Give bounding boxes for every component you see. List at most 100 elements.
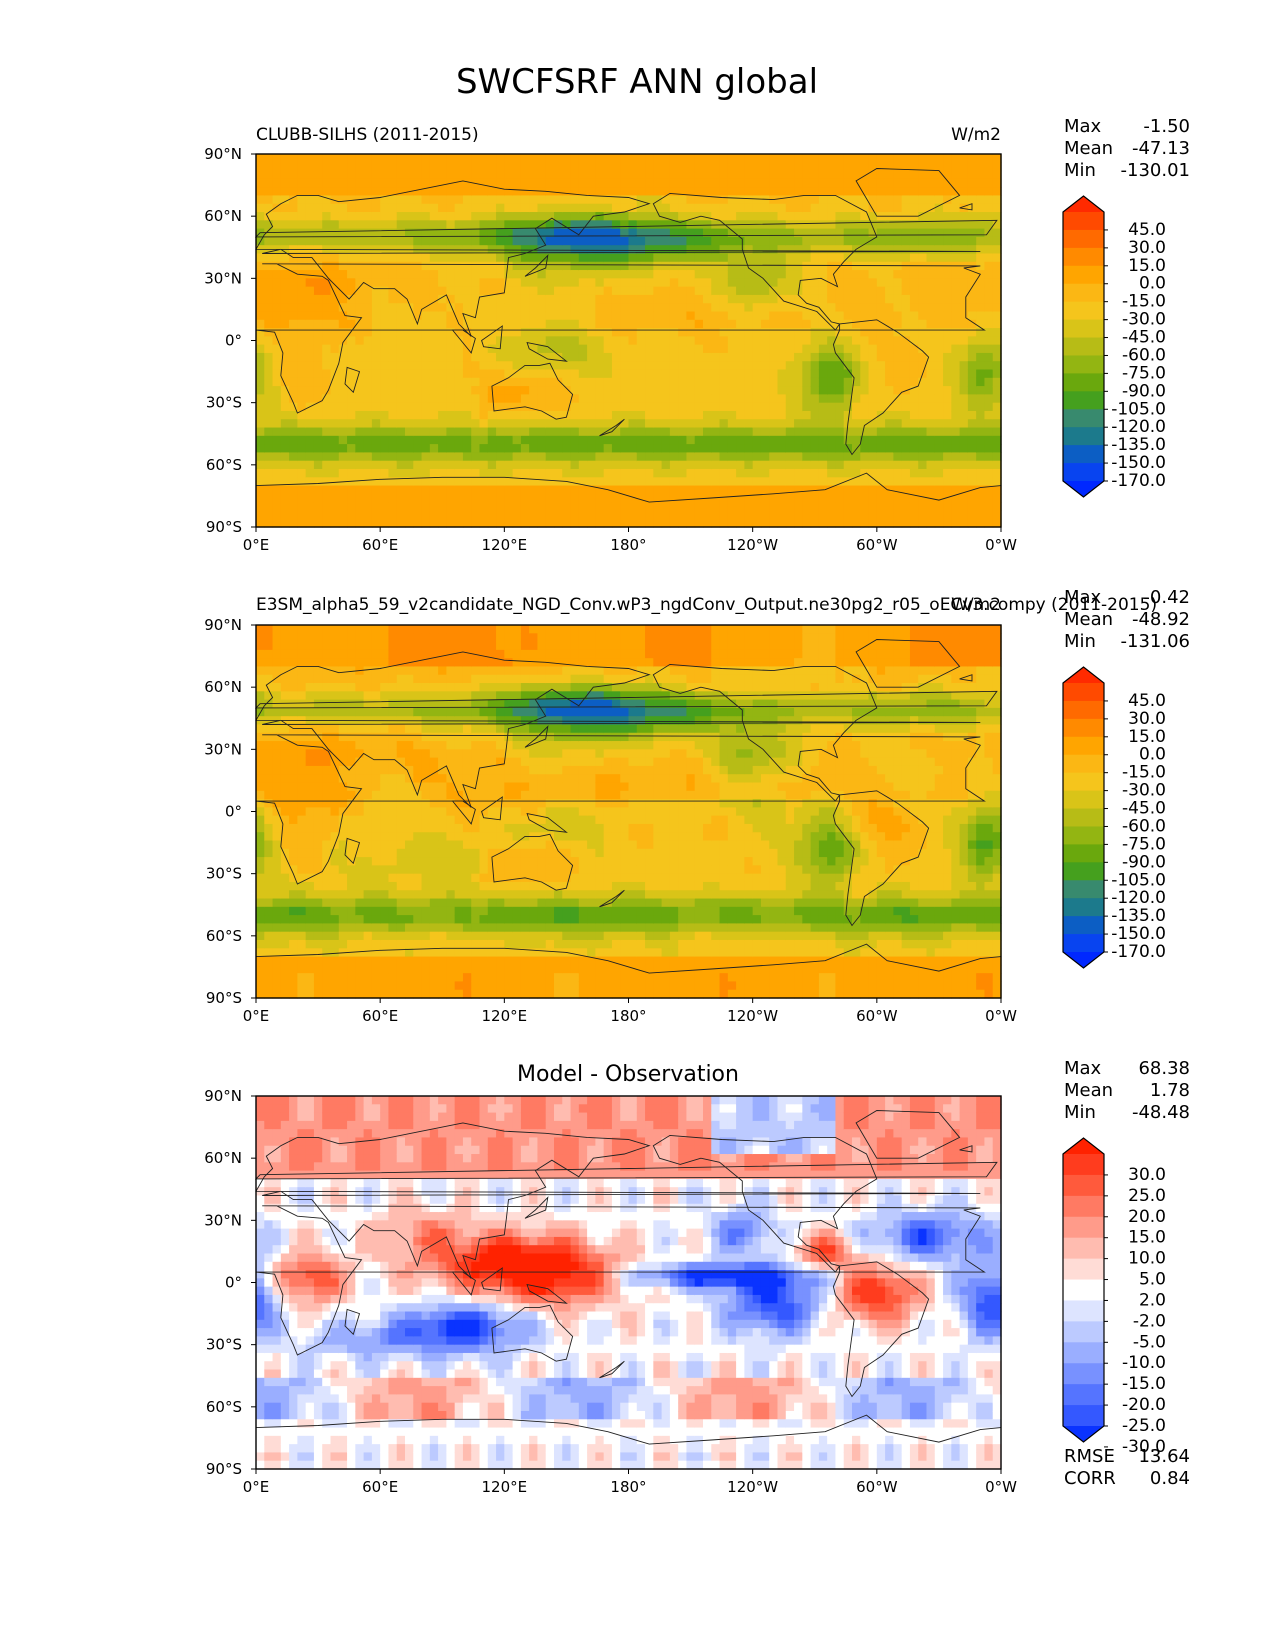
map-cell [256,419,265,429]
map-cell [661,228,671,238]
map-cell [752,286,762,296]
map-cell [951,212,961,221]
map-cell [760,394,770,404]
map-cell [611,518,621,528]
map-cell [620,386,630,395]
map-cell [835,518,845,528]
map-cell [264,857,274,866]
map-cell [794,361,803,371]
map-cell [653,344,663,354]
map-cell [959,377,969,387]
map-cell [992,518,1002,528]
map-cell [976,435,986,445]
map-cell [487,502,497,512]
map-cell [893,502,903,512]
map-cell [794,394,803,404]
map-cell [380,649,390,659]
map-cell [545,435,555,445]
map-cell [587,278,596,288]
map-cell [338,658,348,668]
map-cell [322,203,332,213]
map-cell [280,278,290,288]
map-cell [363,444,373,453]
map-cell [562,402,572,412]
map-cell [868,187,878,197]
map-cell [934,444,944,453]
map-cell [554,361,563,371]
map-cell [520,203,530,213]
map-cell [760,253,770,263]
map-cell [380,477,390,487]
map-cell [529,444,539,453]
map-cell [396,923,406,933]
map-cell [380,823,390,833]
map-cell [520,510,530,520]
map-cell [835,311,845,321]
map-cell [744,178,754,188]
map-cell [645,502,654,512]
map-cell [421,477,431,487]
map-cell [438,369,447,379]
map-cell [752,336,762,346]
map-cell [396,336,406,346]
map-cell [264,848,274,858]
map-cell [496,328,505,337]
map-cell [885,286,894,296]
map-cell [338,625,348,634]
map-cell [305,261,315,271]
map-cell [959,328,969,337]
map-cell [934,270,944,279]
map-cell [438,444,447,453]
map-cell [313,386,323,395]
map-cell [388,253,398,263]
map-cell [338,881,348,891]
map-cell [736,261,745,271]
map-cell [355,707,365,717]
map-cell [554,311,563,321]
map-cell [280,873,290,883]
map-cell [760,245,770,255]
map-cell [396,674,406,684]
map-cell [645,187,654,197]
map-cell [926,220,936,230]
map-cell [347,468,356,478]
coastline [832,319,930,456]
map-cell [297,931,307,941]
map-cell [992,270,1002,279]
map-cell [852,170,861,180]
map-cell [669,220,679,230]
map-cell [918,253,928,263]
map-cell [297,973,307,983]
map-cell [769,270,779,279]
map-cell [371,493,381,503]
map-cell [504,510,514,520]
map-cell [777,468,787,478]
map-cell [785,170,795,180]
map-cell [405,633,414,643]
map-cell [289,948,298,958]
map-cell [653,485,663,495]
map-cell [305,394,315,404]
map-cell [388,915,398,924]
map-cell [264,641,274,651]
coastline [491,362,574,420]
map-cell [429,419,439,429]
map-cell [711,170,721,180]
map-cell [951,460,961,470]
map-cell [322,633,332,643]
map-cell [777,419,787,429]
map-cell [330,195,340,205]
map-cell [363,973,373,983]
map-cell [620,178,630,188]
map-cell [256,633,265,643]
map-cell [967,154,977,163]
map-cell [305,674,315,684]
map-cell [355,840,365,850]
map-cell [479,493,489,503]
map-cell [951,187,961,197]
map-cell [289,625,298,634]
map-cell [396,270,406,279]
map-cell [388,782,398,792]
map-cell [338,253,348,263]
map-cell [504,270,514,279]
